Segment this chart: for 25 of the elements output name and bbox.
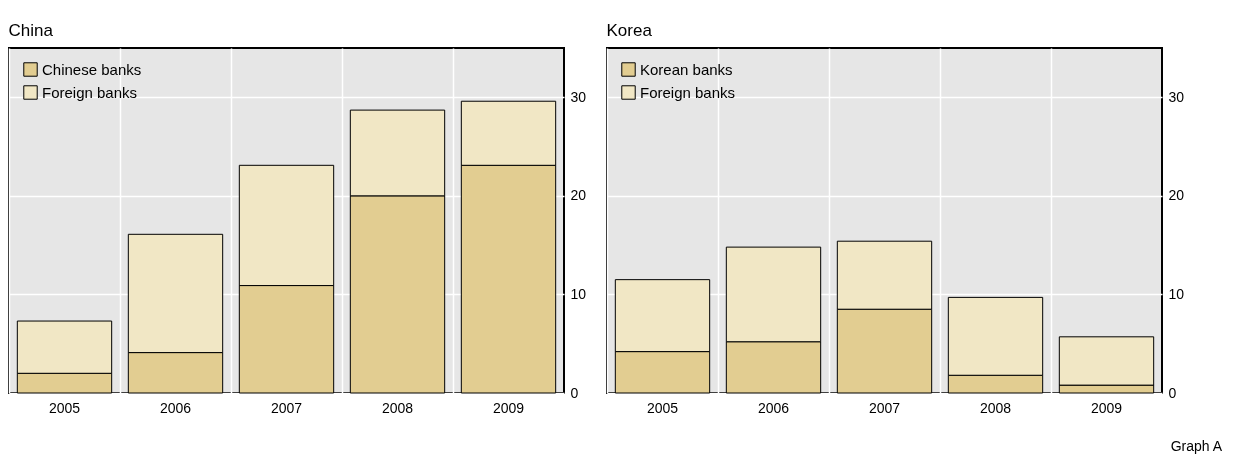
x-tick-label: 2008 bbox=[979, 399, 1012, 416]
x-tick-label: 2007 bbox=[270, 399, 303, 416]
y-tick-label: 30 bbox=[1168, 88, 1185, 105]
y-tick-label: 10 bbox=[1168, 285, 1185, 302]
x-tick-label: 2006 bbox=[159, 399, 192, 416]
y-tick-label: 20 bbox=[570, 187, 587, 204]
y-tick-label: 0 bbox=[1168, 384, 1177, 401]
y-tick-label: 0 bbox=[570, 384, 579, 401]
x-tick-label: 2005 bbox=[646, 399, 679, 416]
legend-label: Chinese banks bbox=[42, 60, 142, 78]
x-tick-label: 2007 bbox=[868, 399, 901, 416]
x-tick-label: 2009 bbox=[492, 399, 525, 416]
chart-title: Korea bbox=[606, 21, 653, 40]
chart-title: China bbox=[8, 21, 54, 40]
legend-label: Korean banks bbox=[640, 60, 733, 78]
text: Graph A bbox=[1170, 438, 1222, 454]
y-tick-label: 30 bbox=[570, 88, 587, 105]
x-tick-label: 2008 bbox=[381, 399, 414, 416]
y-tick-label: 10 bbox=[570, 285, 587, 302]
legend-label: Foreign banks bbox=[42, 83, 138, 101]
y-tick-label: 20 bbox=[1168, 187, 1185, 204]
legend-label: Foreign banks bbox=[640, 83, 736, 101]
x-tick-label: 2006 bbox=[757, 399, 790, 416]
x-tick-label: 2005 bbox=[48, 399, 81, 416]
x-tick-label: 2009 bbox=[1090, 399, 1123, 416]
